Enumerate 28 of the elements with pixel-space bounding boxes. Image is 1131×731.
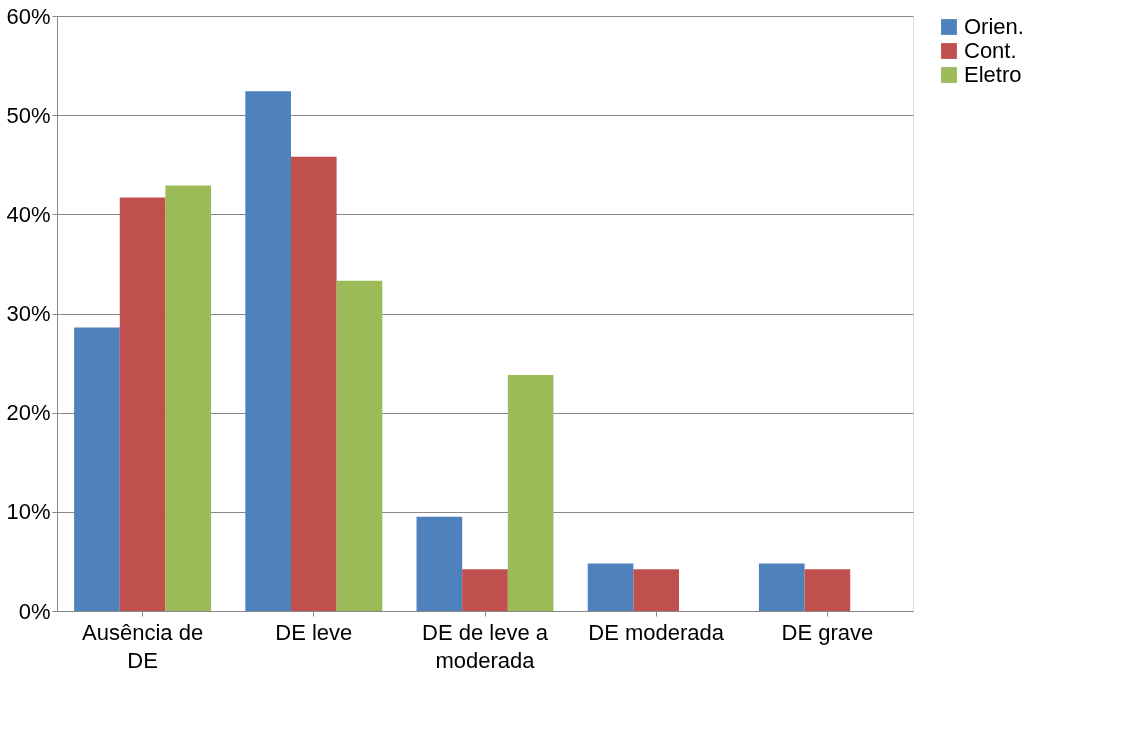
- bar: [587, 563, 634, 611]
- y-tick-label: 30%: [6, 301, 51, 326]
- bar: [119, 197, 166, 611]
- x-tick-label: DE grave: [781, 619, 874, 645]
- bar: [633, 569, 680, 611]
- bar: [507, 374, 554, 611]
- bar: [462, 569, 508, 611]
- bar: [165, 185, 212, 611]
- bar: [804, 569, 851, 611]
- bar: [290, 156, 337, 611]
- bar: [74, 327, 120, 611]
- bar: [336, 280, 383, 611]
- y-tick-label: 10%: [6, 499, 51, 525]
- x-tick-label: Ausência de DE: [82, 619, 204, 673]
- bar: [245, 91, 291, 611]
- bar: [416, 516, 463, 611]
- legend-label: Orien.: [964, 14, 1024, 39]
- x-tick-label: DE leve: [275, 619, 353, 645]
- x-tick-label: DE de leve a moderada: [422, 619, 549, 673]
- y-tick-label: 40%: [6, 201, 51, 227]
- legend-label: Eletro: [964, 62, 1022, 87]
- y-tick-label: 20%: [6, 400, 51, 426]
- y-tick-label: 50%: [6, 102, 51, 128]
- y-tick-label: 0%: [18, 598, 51, 624]
- x-tick-label: DE moderada: [588, 619, 725, 645]
- bar: [758, 563, 805, 611]
- legend-label: Cont.: [964, 38, 1017, 63]
- y-tick-label: 60%: [6, 3, 51, 29]
